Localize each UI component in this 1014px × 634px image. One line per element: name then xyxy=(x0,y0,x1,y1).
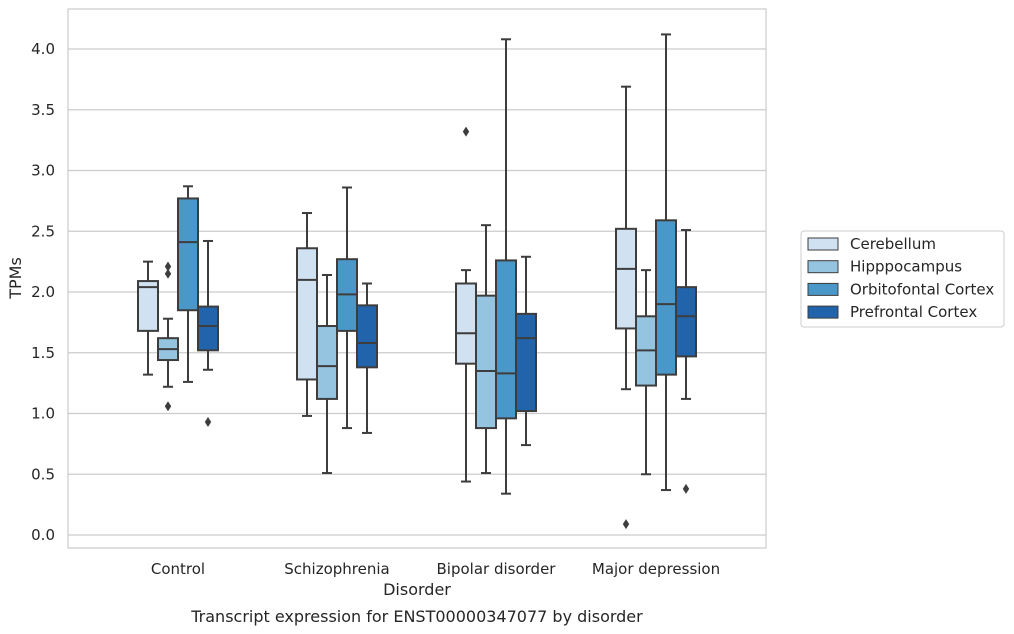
y-tick-label: 3.5 xyxy=(31,101,55,119)
y-tick-label: 4.0 xyxy=(31,40,55,58)
box xyxy=(475,224,497,475)
y-tick-label: 3.0 xyxy=(31,162,55,180)
y-tick-label: 1.5 xyxy=(31,344,55,362)
box-body xyxy=(615,227,637,330)
outlier-point xyxy=(462,126,470,137)
y-tick-label: 2.0 xyxy=(31,283,55,301)
legend-frame xyxy=(800,230,1005,328)
legend: Cerebellum Hipppocampus Orbitofontal Corte… xyxy=(800,230,1005,328)
box-body xyxy=(177,197,199,312)
series-orbitofontal-cortex xyxy=(177,33,677,495)
x-axis-label: Disorder xyxy=(383,580,451,599)
box xyxy=(177,185,199,383)
x-tick-label: Control xyxy=(151,560,205,578)
series-cerebellum xyxy=(137,85,637,530)
box-body xyxy=(137,280,159,332)
y-axis-label: TPMs xyxy=(6,257,25,300)
box xyxy=(356,282,378,434)
box xyxy=(655,33,677,492)
box-body xyxy=(197,305,219,352)
outlier-point xyxy=(164,261,172,272)
legend-label: Orbitofontal Cortex xyxy=(850,280,994,298)
legend-swatch xyxy=(807,237,839,251)
y-tick-label: 0.0 xyxy=(31,526,55,544)
box-body xyxy=(356,304,378,369)
box xyxy=(137,260,159,376)
outlier-point xyxy=(164,401,172,412)
outlier-point xyxy=(682,483,690,494)
y-axis-ticks: 0.0 0.5 1.0 1.5 2.0 2.5 3.0 3.5 4.0 xyxy=(31,40,55,544)
x-tick-label: Schizophrenia xyxy=(284,560,389,578)
box xyxy=(675,229,697,494)
plot-area-frame xyxy=(67,8,767,549)
outlier-point xyxy=(164,268,172,279)
box-body xyxy=(675,286,697,358)
box xyxy=(316,273,338,475)
box-body xyxy=(296,247,318,381)
y-tick-label: 1.0 xyxy=(31,405,55,423)
legend-label: Cerebellum xyxy=(850,235,936,253)
box xyxy=(515,255,537,447)
box-body xyxy=(475,294,497,430)
outlier-point xyxy=(204,417,212,428)
legend-label: Prefrontal Cortex xyxy=(850,303,977,321)
legend-swatch xyxy=(807,260,839,274)
legend-swatch xyxy=(807,282,839,296)
legend-swatch xyxy=(807,305,839,319)
legend-item: Cerebellum xyxy=(807,235,936,253)
y-tick-label: 2.5 xyxy=(31,222,55,240)
box xyxy=(197,239,219,428)
x-tick-label: Major depression xyxy=(592,560,720,578)
box xyxy=(157,261,179,412)
legend-item: Prefrontal Cortex xyxy=(807,303,977,321)
series-prefrontal-cortex xyxy=(197,229,697,494)
series-hipppocampus xyxy=(157,224,657,476)
box xyxy=(336,186,358,430)
box-body xyxy=(316,325,338,400)
box xyxy=(455,126,477,483)
x-axis-ticks: Control Schizophrenia Bipolar disorder Majo… xyxy=(151,560,720,578)
y-tick-label: 0.5 xyxy=(31,465,55,483)
box-body xyxy=(655,219,677,376)
box xyxy=(495,38,517,495)
box xyxy=(296,212,318,417)
x-tick-label: Bipolar disorder xyxy=(437,560,557,578)
legend-item: Orbitofontal Cortex xyxy=(807,280,994,298)
box-body xyxy=(515,312,537,413)
box-body xyxy=(495,259,517,420)
chart-title: Transcript expression for ENST0000034707… xyxy=(190,607,643,626)
outlier-point xyxy=(622,519,630,530)
legend-label: Hipppocampus xyxy=(850,258,962,276)
box xyxy=(635,269,657,476)
box-body xyxy=(455,282,477,365)
legend-item: Hipppocampus xyxy=(807,258,962,276)
box-series-group xyxy=(137,33,697,530)
box xyxy=(615,85,637,530)
